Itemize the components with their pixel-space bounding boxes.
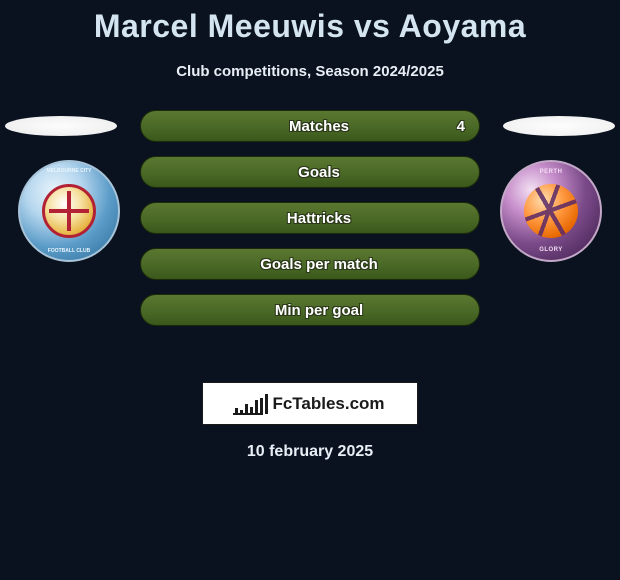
stat-row-gpm: Goals per match xyxy=(140,248,480,280)
logo-text: FcTables.com xyxy=(272,394,384,414)
badge-left-outer-ring: MELBOURNE CITY FOOTBALL CLUB xyxy=(18,160,120,262)
badge-right-ball-icon xyxy=(524,184,579,239)
stat-label: Matches xyxy=(271,118,349,135)
stat-value-right: 4 xyxy=(457,118,465,135)
stat-row-mpg: Min per goal xyxy=(140,294,480,326)
stat-row-hattricks: Hattricks xyxy=(140,202,480,234)
stat-label: Goals xyxy=(280,164,340,181)
badge-left-cross-icon xyxy=(45,187,94,236)
fctables-logo: FcTables.com xyxy=(202,382,418,425)
page-title: Marcel Meeuwis vs Aoyama xyxy=(0,0,620,45)
badge-left-top-text: MELBOURNE CITY xyxy=(20,168,118,174)
badge-right-bottom-text: GLORY xyxy=(502,247,600,253)
badge-right-top-text: PERTH xyxy=(502,169,600,175)
comparison-panel: MELBOURNE CITY FOOTBALL CLUB PERTH GLORY… xyxy=(0,110,620,370)
stat-row-goals: Goals xyxy=(140,156,480,188)
badge-left-shield xyxy=(42,184,97,239)
subtitle: Club competitions, Season 2024/2025 xyxy=(0,63,620,80)
stat-label: Goals per match xyxy=(242,256,378,273)
club-badge-right: PERTH GLORY xyxy=(500,160,602,262)
stat-label: Hattricks xyxy=(269,210,351,227)
stat-row-matches: Matches 4 xyxy=(140,110,480,142)
club-badge-left: MELBOURNE CITY FOOTBALL CLUB xyxy=(18,160,120,262)
player-avatar-left xyxy=(5,116,117,136)
date-text: 10 february 2025 xyxy=(0,443,620,461)
logo-chart-icon xyxy=(235,394,268,414)
badge-right-outer-ring: PERTH GLORY xyxy=(500,160,602,262)
badge-left-bottom-text: FOOTBALL CLUB xyxy=(20,248,118,254)
stat-label: Min per goal xyxy=(257,302,363,319)
player-avatar-right xyxy=(503,116,615,136)
stats-column: Matches 4 Goals Hattricks Goals per matc… xyxy=(140,110,480,340)
